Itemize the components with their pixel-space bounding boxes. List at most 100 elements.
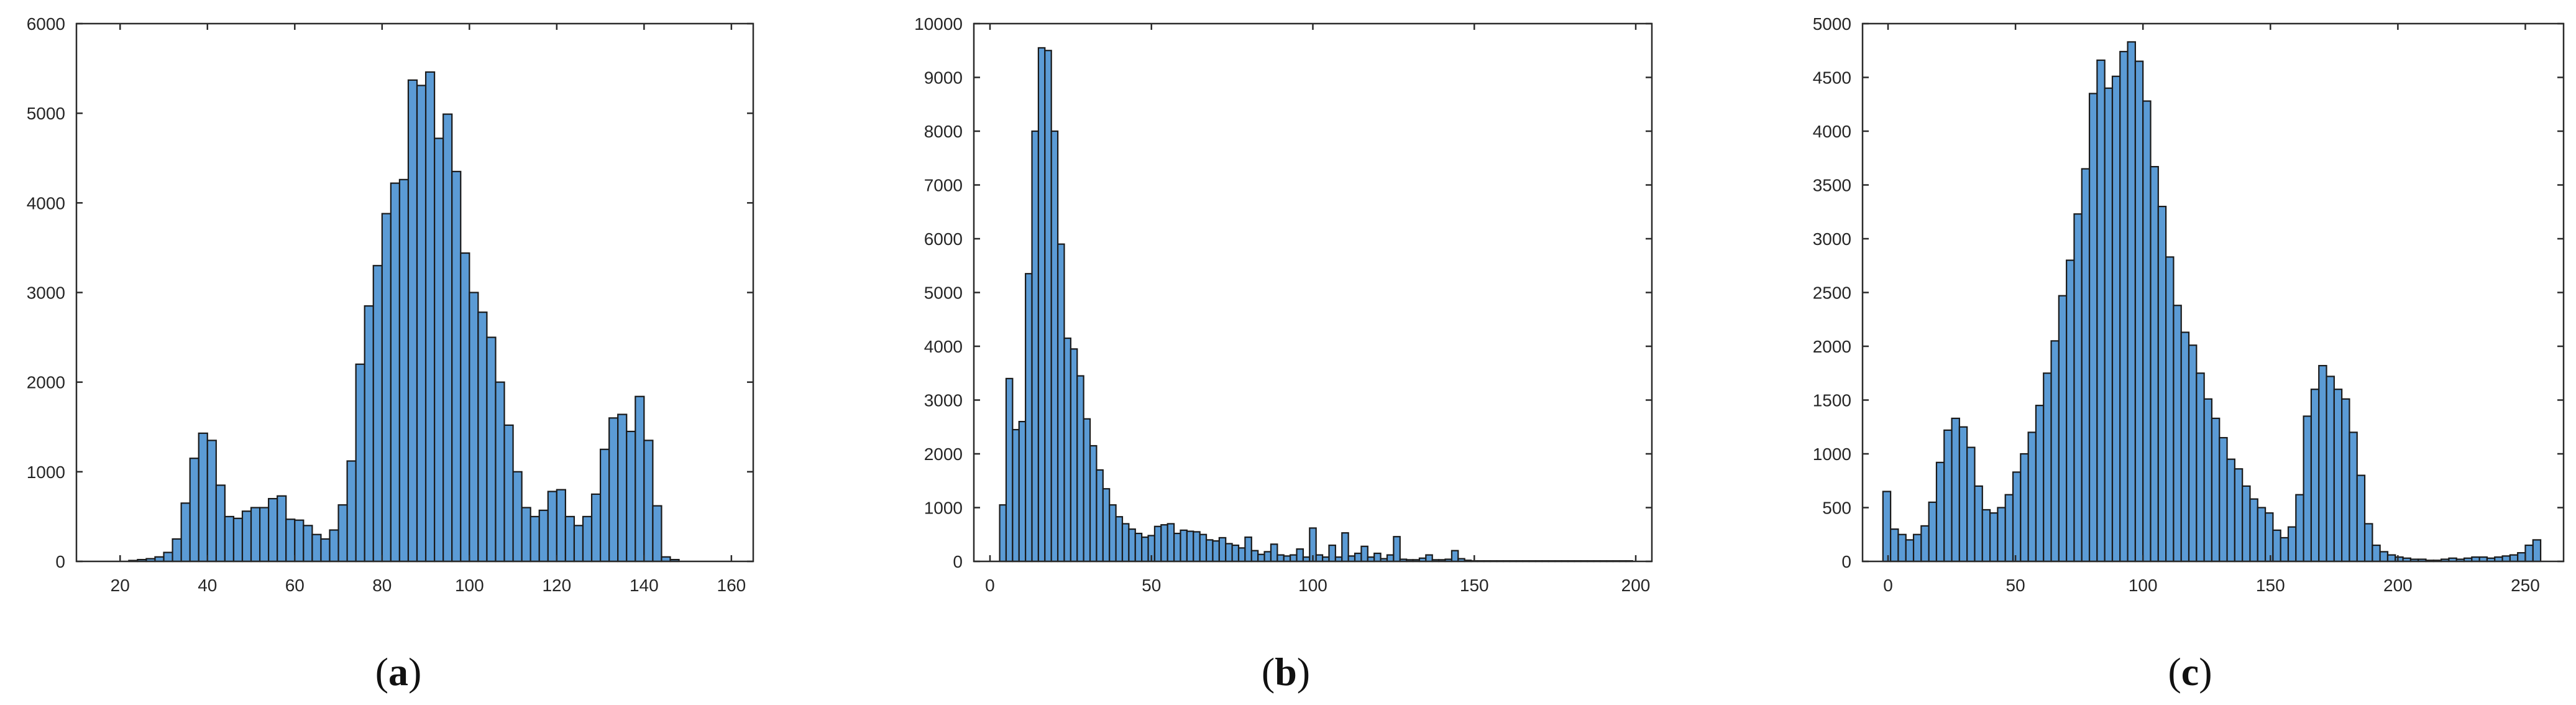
bar (1076, 375, 1084, 563)
x-tick-label: 60 (285, 576, 305, 595)
bar (1237, 547, 1246, 563)
bar (2165, 256, 2175, 563)
y-tick-label: 10000 (914, 14, 963, 34)
bar (1897, 533, 1907, 563)
bar (1193, 531, 1201, 563)
x-tick-label: 50 (2006, 576, 2025, 595)
y-tick-label: 3000 (1813, 229, 1851, 249)
bar (512, 471, 523, 563)
y-tick-label: 5000 (924, 283, 963, 303)
y-tick-label: 1000 (1813, 445, 1851, 464)
bar (1270, 543, 1278, 563)
bar (2272, 529, 2281, 563)
bar (1373, 552, 1382, 563)
bar (1981, 509, 1991, 563)
bar (311, 533, 322, 563)
bar (1974, 485, 1983, 563)
bar (1341, 532, 1349, 563)
bar (582, 515, 593, 563)
x-tick-label: 120 (542, 576, 571, 595)
panel-label-a: (a) (375, 650, 422, 694)
bar (599, 448, 610, 563)
bar (241, 510, 252, 563)
x-tick-label: 0 (985, 576, 995, 595)
bar (1296, 548, 1304, 563)
bar (1890, 528, 1899, 563)
bar (999, 504, 1007, 563)
bar (1257, 553, 1265, 563)
y-tick-label: 3000 (924, 391, 963, 410)
bar (2050, 340, 2060, 563)
y-tick-label: 1500 (1813, 391, 1851, 410)
bar (626, 430, 636, 563)
bar (2280, 537, 2290, 563)
y-tick-label: 4500 (1813, 68, 1851, 88)
bar (1386, 554, 1395, 563)
y-tick-label: 2500 (1813, 283, 1851, 303)
y-tick-label: 0 (55, 552, 65, 571)
bar (2088, 93, 2098, 563)
y-tick-label: 6000 (27, 14, 65, 34)
bar (1037, 47, 1046, 563)
bar (1212, 540, 1220, 563)
bar (1425, 554, 1433, 563)
bar (1328, 544, 1336, 563)
bar (2027, 431, 2037, 563)
bar (477, 311, 488, 563)
panel-label-c: (c) (2168, 650, 2212, 694)
bar (346, 460, 357, 563)
bar (1153, 525, 1162, 563)
bar (2326, 376, 2335, 563)
y-tick-label: 6000 (924, 229, 963, 249)
bar (1012, 428, 1020, 563)
x-tick-label: 200 (2383, 576, 2413, 595)
bar (1882, 491, 1892, 563)
bar (172, 538, 182, 563)
bar (355, 363, 365, 563)
y-tick-label: 5000 (27, 104, 65, 123)
y-tick-label: 0 (1841, 552, 1851, 571)
bar (329, 529, 339, 563)
bar (277, 495, 287, 563)
bar (2356, 474, 2366, 563)
panel-label-b: (b) (1262, 650, 1310, 694)
bar (2020, 453, 2029, 563)
bar (372, 265, 383, 563)
bar (1277, 554, 1285, 563)
bar (2287, 526, 2297, 563)
bar (434, 137, 444, 563)
bar (1244, 536, 1252, 563)
bar (1360, 545, 1368, 563)
bar (2303, 415, 2312, 563)
bar (608, 417, 619, 563)
bar (1109, 504, 1117, 563)
histogram-panel-a: 20 40 60 80 100 120 140 160 0 1000 2000 3000 4000 500… (27, 14, 754, 595)
bar (1057, 243, 1065, 563)
bar (2524, 544, 2534, 563)
bar (1031, 130, 1040, 563)
bar (529, 515, 540, 563)
bar (2242, 485, 2251, 563)
bar (320, 538, 331, 563)
bar (398, 178, 410, 563)
bar (364, 305, 374, 563)
y-tick-label: 8000 (924, 122, 963, 141)
bar (1966, 446, 1976, 563)
bar (1018, 420, 1027, 563)
bar (2219, 436, 2228, 563)
bar (1283, 555, 1291, 563)
bar (451, 170, 462, 563)
bar (2035, 405, 2045, 563)
bar (1315, 554, 1324, 563)
bar (2264, 512, 2274, 563)
bar (2249, 498, 2258, 563)
y-tick-label: 1000 (27, 463, 65, 482)
y-tick-label: 3500 (1813, 176, 1851, 195)
x-tick-label: 140 (630, 576, 659, 595)
y-tick-label: 1000 (924, 499, 963, 518)
bar (1199, 533, 1208, 563)
bar (2119, 50, 2129, 563)
bar (390, 182, 401, 563)
bar (2180, 331, 2190, 563)
bar (2096, 59, 2106, 563)
